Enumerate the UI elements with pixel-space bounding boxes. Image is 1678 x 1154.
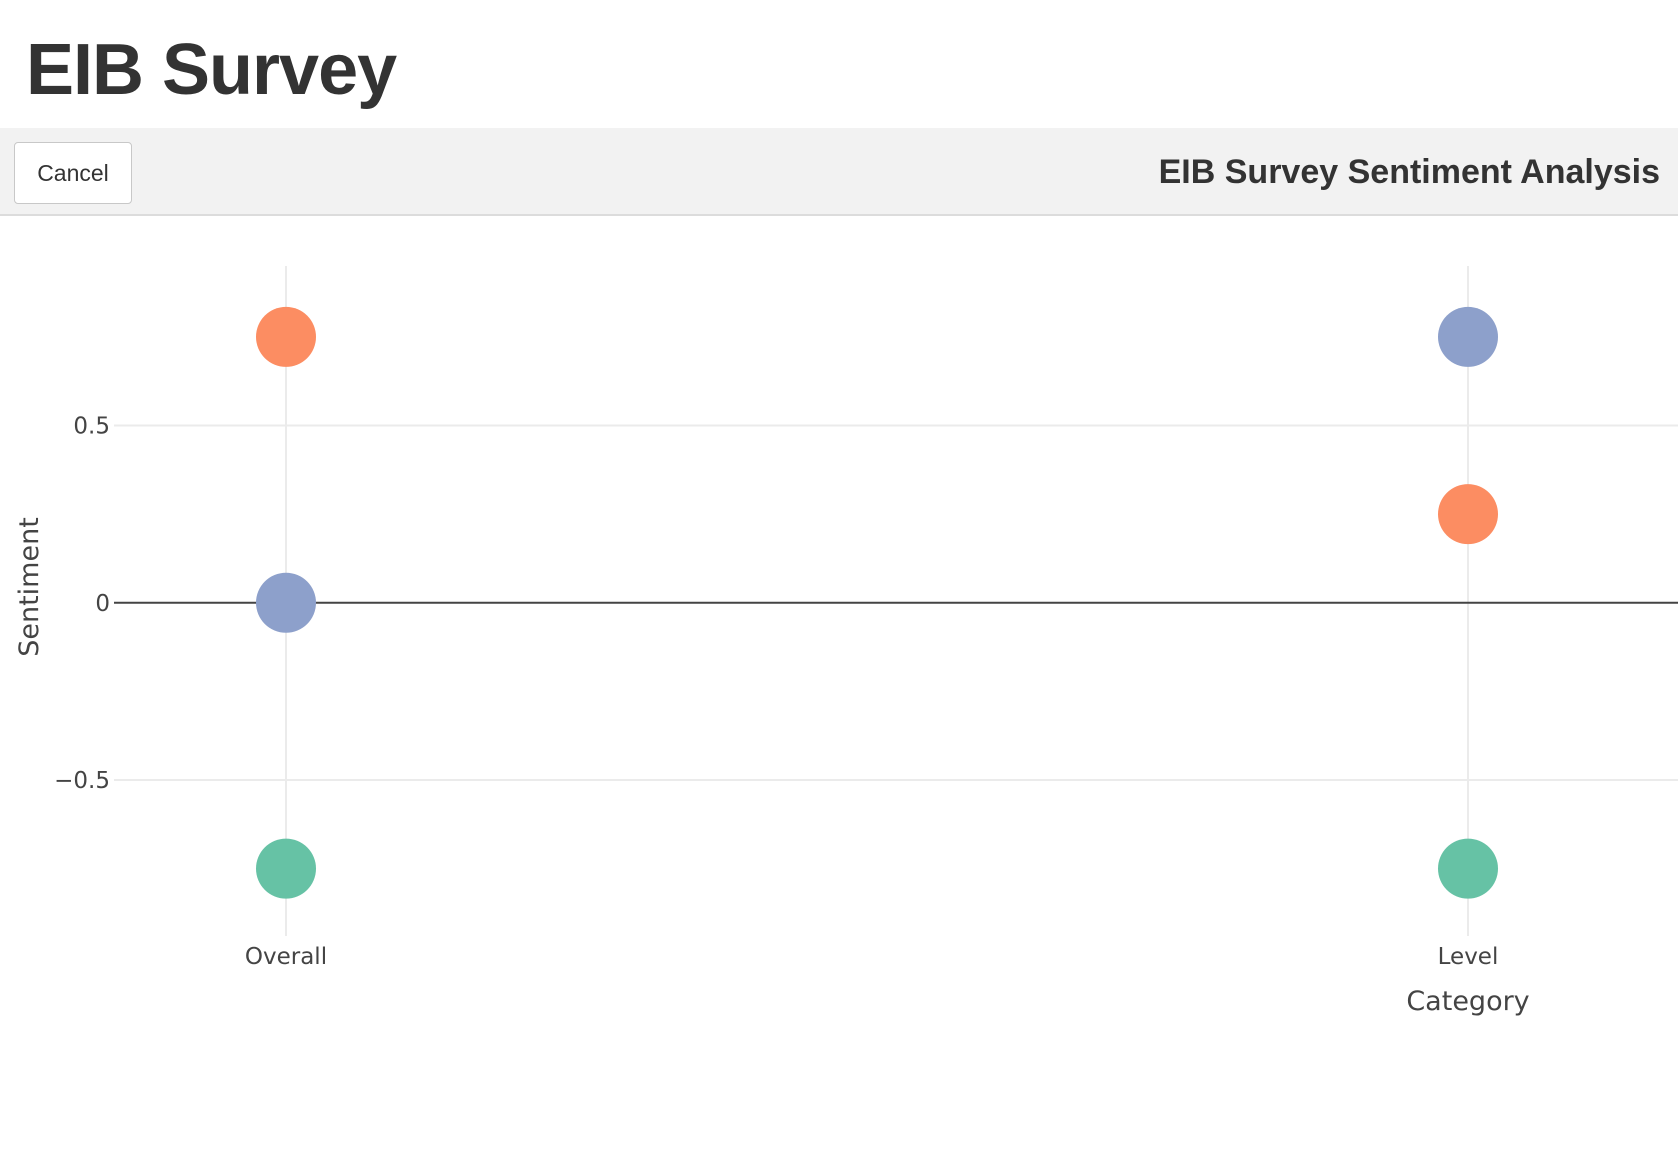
data-point[interactable] [256, 838, 316, 899]
sentiment-scatter-chart[interactable]: 0.5 0 −0.5 Overall Level Category Sentiment [0, 216, 1678, 1154]
y-axis-title: Sentiment [14, 517, 45, 657]
page-title: EIB Survey [26, 30, 397, 110]
page-header: EIB Survey [0, 0, 1678, 128]
data-point[interactable] [1438, 838, 1498, 899]
cancel-button[interactable]: Cancel [14, 142, 132, 204]
x-axis-title: Category [1406, 986, 1529, 1017]
chart-heading: EIB Survey Sentiment Analysis [1158, 153, 1660, 191]
data-point[interactable] [256, 306, 316, 367]
data-point[interactable] [1438, 306, 1498, 367]
y-tick-label: −0.5 [54, 768, 110, 794]
toolbar: Cancel EIB Survey Sentiment Analysis [0, 128, 1678, 216]
y-tick-label: 0.5 [73, 414, 110, 440]
y-tick-label: 0 [95, 591, 110, 617]
x-tick-label: Level [1438, 944, 1499, 970]
data-point[interactable] [1438, 484, 1498, 545]
data-point[interactable] [256, 572, 316, 633]
x-tick-label: Overall [245, 944, 327, 970]
